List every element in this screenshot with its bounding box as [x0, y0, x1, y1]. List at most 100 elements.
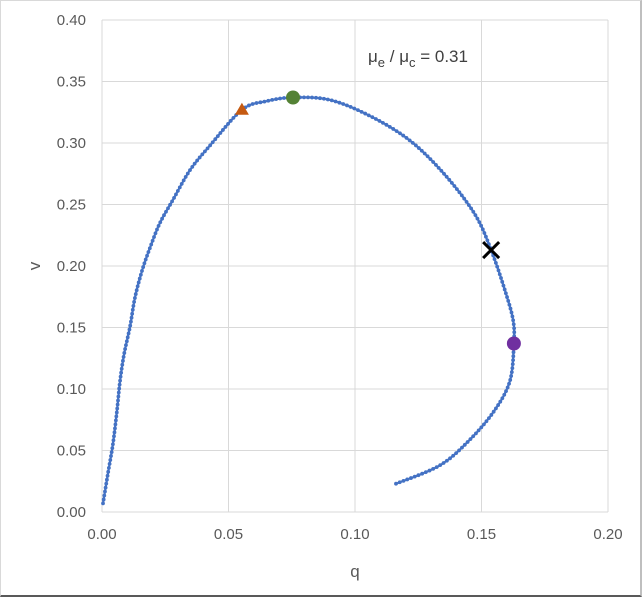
series-point — [359, 109, 364, 114]
series-point — [208, 143, 213, 148]
series-point — [150, 238, 155, 243]
series-point — [419, 148, 424, 153]
series-point — [500, 279, 505, 284]
series-point — [117, 382, 122, 387]
series-point — [487, 416, 491, 421]
y-tick-label: 0.05 — [57, 443, 86, 460]
series-point — [188, 168, 192, 173]
series-point — [205, 146, 210, 151]
series-point — [132, 300, 137, 304]
series-point — [377, 119, 382, 123]
series-point — [129, 315, 134, 320]
series-point — [475, 216, 480, 221]
series-point — [441, 461, 446, 465]
x-tick-labels: 0.00 0.05 0.10 0.15 0.20 — [87, 526, 622, 543]
series-point — [457, 448, 461, 453]
series-point — [128, 323, 133, 328]
series-point — [501, 283, 506, 288]
series-point — [511, 322, 516, 327]
series-point — [506, 299, 511, 303]
series-point — [190, 164, 195, 169]
series-point — [462, 442, 467, 447]
series-point — [181, 178, 186, 183]
series-point — [482, 231, 487, 235]
series-point — [508, 306, 513, 311]
series-point — [404, 136, 409, 140]
series-point — [401, 133, 406, 138]
series-point — [215, 134, 220, 139]
series-point — [457, 190, 462, 195]
series-point — [509, 374, 514, 378]
series-point — [471, 209, 476, 214]
series-point — [416, 146, 421, 150]
series-point — [462, 196, 467, 201]
black-x-marker — [482, 240, 501, 260]
series-point — [116, 394, 121, 399]
series-point — [125, 335, 130, 340]
series-point — [511, 354, 516, 359]
series-point — [250, 102, 255, 106]
series-point — [465, 440, 470, 444]
series-point — [129, 319, 133, 324]
series-point — [101, 501, 105, 506]
series-point — [116, 398, 120, 403]
series-point — [448, 456, 452, 461]
series-point — [464, 199, 469, 204]
series-point — [348, 105, 353, 109]
series-point — [449, 180, 454, 185]
series-point — [370, 115, 375, 120]
series-point — [106, 469, 111, 474]
series-point — [170, 199, 174, 204]
series-point — [101, 497, 106, 502]
series-point — [127, 327, 132, 332]
series-point — [109, 450, 114, 455]
series-point — [505, 295, 509, 299]
series-point — [477, 220, 482, 225]
series-point — [495, 264, 500, 269]
ratio-annotation: μe / μc = 0.31 — [368, 47, 468, 70]
series-point — [473, 213, 478, 218]
series-point — [310, 95, 314, 100]
y-tick-label: 0.10 — [57, 381, 86, 398]
x-axis-title: q — [350, 562, 359, 581]
series-point — [223, 124, 228, 129]
series-point — [510, 314, 515, 319]
series-point — [146, 250, 151, 254]
y-tick-label: 0.15 — [57, 320, 86, 337]
series-point — [138, 272, 143, 277]
series-point — [387, 124, 392, 129]
series-point — [439, 168, 444, 173]
series-point — [302, 95, 306, 100]
series-point — [474, 431, 478, 436]
series-point — [118, 378, 122, 383]
green-circle-marker — [286, 90, 301, 105]
series-point — [114, 414, 119, 419]
series-point — [508, 378, 513, 382]
series-point — [509, 310, 514, 315]
series-point — [117, 386, 122, 391]
series-point — [496, 268, 501, 273]
highlight-markers — [234, 90, 521, 351]
series-point — [511, 318, 516, 323]
series-point — [231, 115, 236, 120]
series-point — [398, 131, 402, 136]
series-point — [133, 292, 138, 296]
series-point — [425, 154, 430, 159]
series-point — [185, 171, 190, 176]
series-point — [119, 370, 124, 375]
series-point — [444, 174, 449, 179]
series-point — [130, 307, 135, 312]
series-point — [175, 188, 180, 193]
series-point — [497, 272, 502, 277]
series-point — [112, 434, 116, 439]
series-point — [111, 438, 116, 443]
series-point — [434, 163, 438, 167]
orange-triangle-marker — [234, 102, 249, 115]
series-point — [226, 121, 230, 126]
series-point — [145, 253, 149, 258]
series-point — [333, 99, 338, 104]
series-point — [113, 426, 117, 431]
series-point — [143, 257, 148, 262]
